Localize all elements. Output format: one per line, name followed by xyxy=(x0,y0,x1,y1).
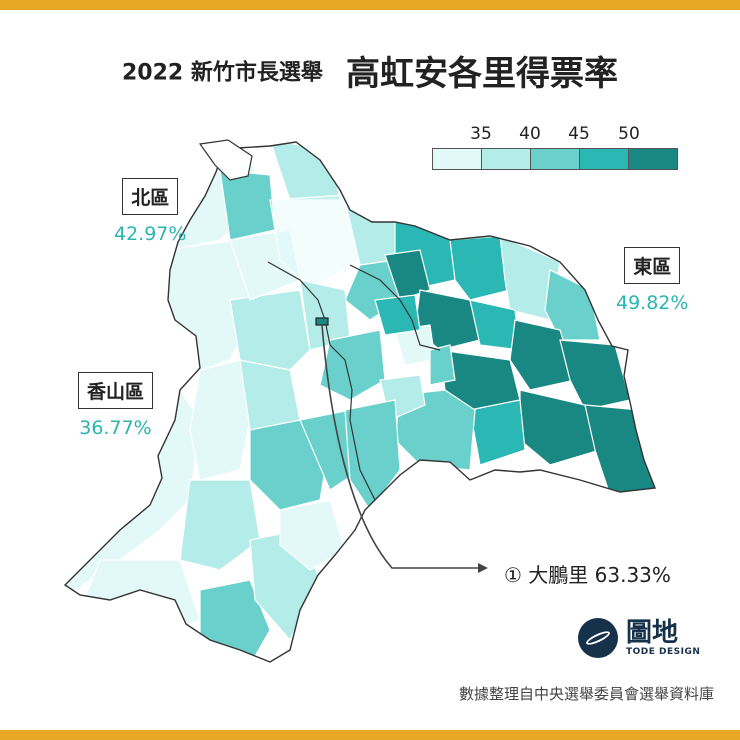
district-name: 北區 xyxy=(122,178,179,215)
legend-swatch xyxy=(433,149,482,169)
legend-swatch xyxy=(629,149,677,169)
legend-swatch xyxy=(531,149,580,169)
village-polygon xyxy=(319,329,386,401)
district-percentage: 49.82% xyxy=(616,292,689,314)
village-polygon xyxy=(584,404,655,496)
legend-swatch xyxy=(482,149,531,169)
district-boundary xyxy=(349,264,441,351)
callout-arrowhead xyxy=(478,563,488,573)
color-legend: 35 40 45 50 xyxy=(432,124,678,170)
district-label-north: 北區 42.97% xyxy=(114,178,186,245)
district-boundary xyxy=(267,261,331,346)
village-polygon xyxy=(384,249,431,301)
page-title: 2022 新竹市長選舉 高虹安各里得票率 xyxy=(0,46,740,95)
village-polygon xyxy=(79,559,201,641)
legend-ticks: 35 40 45 50 xyxy=(432,124,678,148)
logo-name-en: TODE DESIGN xyxy=(626,647,701,657)
top-accent-bar xyxy=(0,0,740,10)
village-polygon xyxy=(229,289,311,371)
data-source-note: 數據整理自中央選舉委員會選舉資料庫 xyxy=(458,685,714,703)
village-polygon xyxy=(279,499,346,571)
village-polygon xyxy=(269,194,361,291)
district-label-xiangshan: 香山區 36.77% xyxy=(78,372,154,439)
legend-tick: 35 xyxy=(470,124,492,144)
district-percentage: 36.77% xyxy=(79,417,152,439)
village-polygon xyxy=(499,235,561,321)
village-polygon xyxy=(559,339,631,411)
village-polygon xyxy=(469,399,526,466)
district-label-east: 東區 49.82% xyxy=(616,247,688,314)
village-polygon xyxy=(189,359,251,481)
title-main: 高虹安各里得票率 xyxy=(345,54,618,94)
callout-line xyxy=(321,324,478,569)
title-subtitle: 2022 新竹市長選舉 xyxy=(122,60,323,86)
village-polygon xyxy=(374,294,421,336)
legend-swatch xyxy=(580,149,629,169)
harbor-outline xyxy=(198,139,253,181)
district-name: 香山區 xyxy=(78,372,154,409)
district-name: 東區 xyxy=(624,247,681,284)
logo-name-cn: 圖地 xyxy=(626,618,679,648)
district-percentage: 42.97% xyxy=(114,223,187,245)
highlight-village-marker xyxy=(315,317,329,326)
legend-tick: 45 xyxy=(568,124,590,144)
village-polygon xyxy=(429,344,456,386)
village-polygon xyxy=(509,319,576,391)
callout-label: ① 大鵬里 63.33% xyxy=(504,563,671,587)
district-boundary xyxy=(329,344,376,501)
legend-tick: 50 xyxy=(618,124,640,144)
village-polygon xyxy=(179,479,261,571)
brand-logo: 圖地 TODE DESIGN xyxy=(578,618,700,658)
bottom-accent-bar xyxy=(0,730,740,740)
legend-tick: 40 xyxy=(519,124,541,144)
legend-swatches xyxy=(432,148,678,170)
village-polygon xyxy=(219,169,276,241)
globe-icon xyxy=(578,618,618,658)
